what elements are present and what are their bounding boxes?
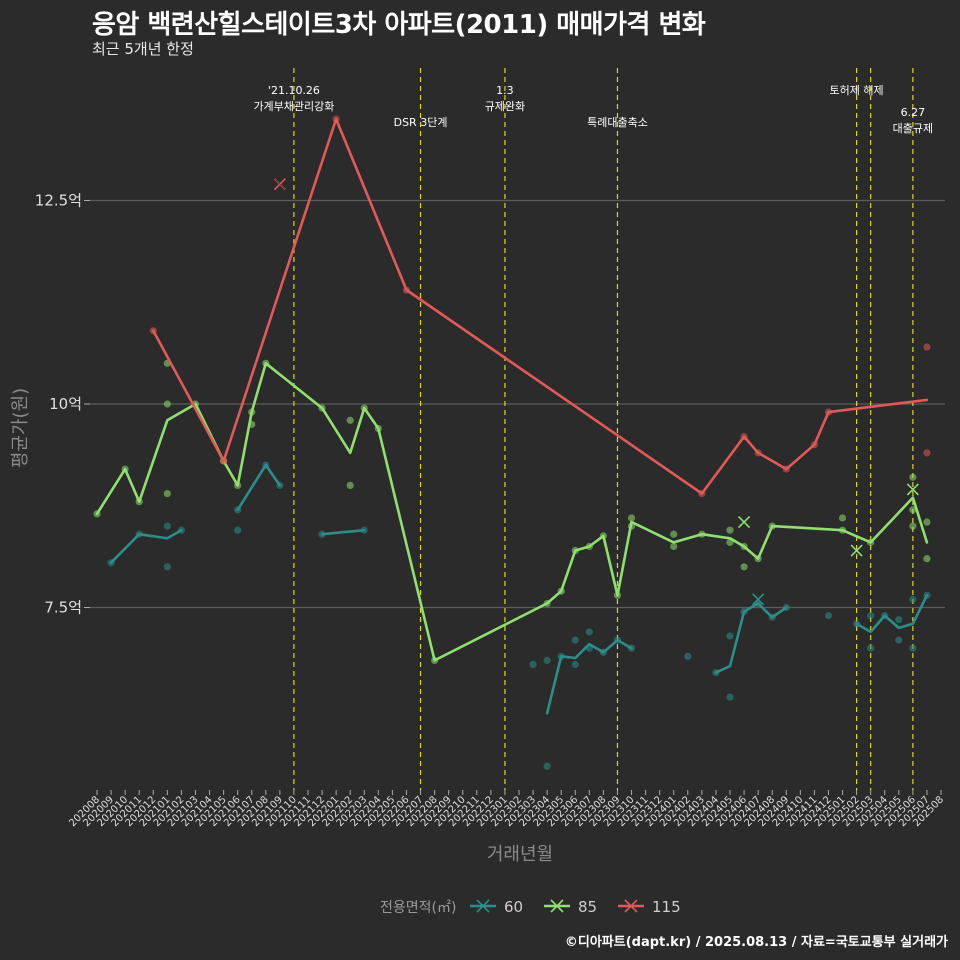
event-label: 1.3: [496, 84, 514, 97]
event-label: 규제완화: [485, 100, 525, 113]
y-tick-label: 7.5억: [44, 599, 82, 617]
credit-text: ©디아파트(dapt.kr) / 2025.08.13 / 자료=국토교통부 실…: [564, 935, 948, 950]
chart-subtitle: 최근 5개년 한정: [92, 40, 194, 58]
data-point: [909, 595, 917, 603]
series-line: [320, 528, 366, 536]
legend-label: 60: [504, 898, 523, 916]
data-point: [346, 416, 354, 424]
legend: 전용면적(㎡) 60 85 115: [380, 898, 681, 916]
data-point: [824, 612, 833, 620]
series-line: [109, 528, 183, 565]
series-line: [545, 638, 633, 715]
data-point: [234, 526, 242, 534]
legend-key-x: [624, 899, 638, 913]
data-point: [670, 530, 678, 538]
data-point: [895, 616, 903, 624]
data-point: [163, 400, 171, 408]
legend-item-115: 115: [618, 898, 681, 916]
event-label: 특례대출축소: [587, 116, 648, 129]
data-point: [867, 644, 875, 652]
data-point: [571, 636, 579, 644]
series-85: [93, 359, 931, 665]
series-line: [95, 361, 929, 662]
series-115: [149, 115, 931, 498]
legend-key-x: [550, 899, 564, 913]
legend-title: 전용면적(㎡): [380, 900, 456, 916]
data-point: [895, 636, 903, 644]
data-point: [909, 473, 917, 481]
series-line: [236, 463, 282, 512]
x-axis-label: 거래년월: [487, 844, 553, 865]
data-point: [585, 628, 593, 636]
chart-title: 응암 백련산힐스테이트3차 아파트(2011) 매매가격 변화: [92, 10, 706, 40]
event-label: 6.27: [901, 106, 926, 119]
series-line: [152, 117, 929, 495]
data-point: [543, 762, 551, 770]
event-label: '21.10.26: [268, 84, 320, 97]
cancelled-marker: [738, 515, 751, 529]
y-tick-label: 12.5억: [35, 192, 82, 210]
legend-item-85: 85: [544, 898, 597, 916]
cancelled-x-stroke: [906, 483, 919, 496]
legend-item-60: 60: [470, 898, 523, 916]
data-point: [923, 449, 931, 457]
data-point: [571, 660, 579, 669]
legend-key-x: [476, 899, 490, 913]
data-point: [909, 522, 917, 530]
data-point: [923, 555, 931, 563]
data-point: [726, 693, 734, 701]
cancelled-x-stroke: [274, 178, 286, 190]
data-point: [867, 612, 875, 620]
cancelled-x-stroke: [850, 544, 863, 557]
data-point: [163, 489, 171, 498]
data-point: [740, 563, 748, 571]
data-point: [346, 481, 354, 489]
cancelled-marker: [850, 544, 863, 557]
data-point: [543, 656, 551, 665]
data-point: [838, 514, 847, 522]
data-point: [163, 563, 171, 571]
y-axis-label: 평균가(원): [10, 388, 31, 468]
event-label: DSR 3단계: [394, 116, 448, 129]
data-point: [909, 506, 917, 514]
series-line: [855, 593, 929, 634]
data-point: [163, 522, 171, 530]
cancelled-x-stroke: [738, 515, 751, 529]
cancelled-x-stroke: [752, 593, 765, 606]
series-line: [714, 602, 788, 674]
cancelled-marker: [906, 483, 919, 496]
cancelled-marker: [273, 178, 286, 191]
event-label: 가계부채관리강화: [253, 100, 334, 113]
legend-label: 115: [652, 898, 681, 916]
data-point: [684, 652, 692, 660]
data-point: [923, 343, 931, 351]
cancelled-marker: [752, 593, 765, 606]
data-point: [726, 632, 734, 640]
data-point: [726, 526, 734, 534]
data-point: [627, 514, 636, 522]
data-point: [909, 644, 917, 652]
data-point: [923, 518, 931, 526]
event-label: 토허제 해제: [830, 83, 884, 97]
legend-label: 85: [578, 898, 597, 916]
data-point: [670, 542, 678, 551]
data-point: [529, 660, 537, 669]
event-label: 대출규제: [893, 122, 933, 135]
series-60: [107, 461, 931, 770]
y-tick-label: 10억: [49, 395, 82, 413]
